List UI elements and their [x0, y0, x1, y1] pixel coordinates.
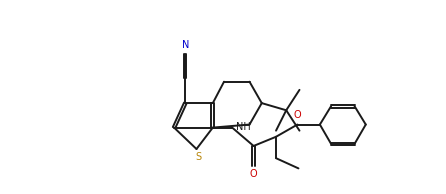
Text: S: S	[195, 152, 202, 162]
Text: N: N	[182, 40, 189, 50]
Text: NH: NH	[236, 122, 251, 132]
Text: O: O	[250, 169, 257, 179]
Text: O: O	[293, 110, 301, 120]
